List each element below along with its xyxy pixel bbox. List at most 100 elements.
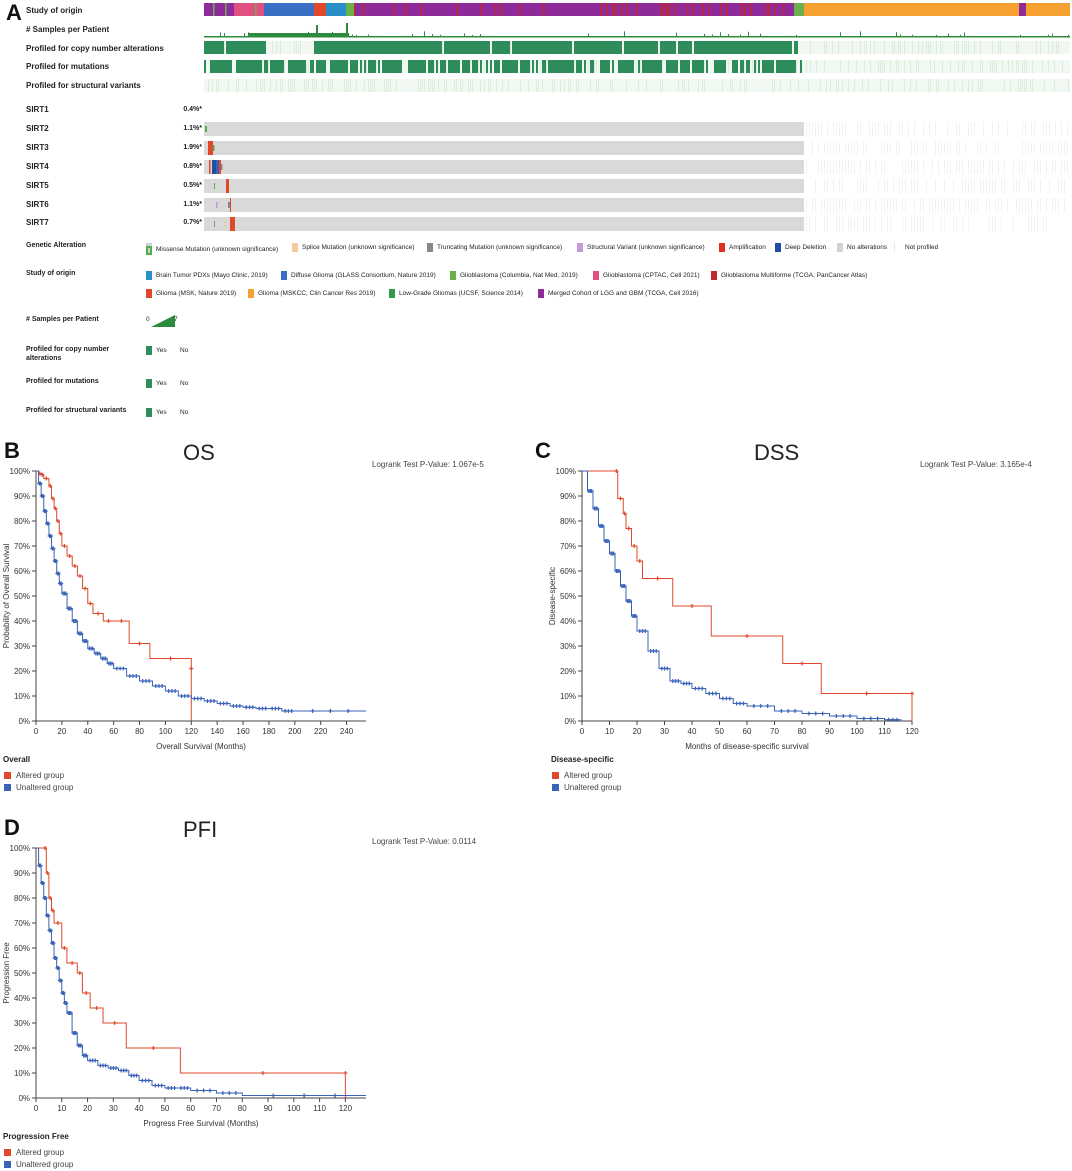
profiled-cell [376,41,378,54]
profiled-cell [490,60,492,73]
not-profiled-tick [1016,198,1017,212]
not-profiled-tick [944,141,945,155]
track-tick [1048,41,1049,54]
profiled-cell [436,60,438,73]
profiled-cell [480,60,482,73]
track-tick [772,79,773,92]
not-profiled-tick [845,122,846,136]
profiled-cell [734,41,736,54]
not-profiled-tick [980,179,981,193]
not-profiled-tick [878,122,879,136]
profiled-cell [646,60,648,73]
x-axis-label: Overall Survival (Months) [156,742,246,751]
profiled-cell [676,60,678,73]
track-tick [840,60,841,73]
not-profiled-tick [941,141,942,155]
study-segment [804,3,1019,16]
track-tick [890,60,891,73]
profiled-cell [656,41,658,54]
x-tick-label: 120 [905,727,919,736]
samples-bar [1068,34,1069,36]
censor-mark [51,941,56,945]
alteration-mark [214,183,215,189]
track-tick [262,60,263,73]
profiled-cell [516,60,518,73]
alteration-mark [224,221,225,227]
track-tick [1020,79,1021,92]
not-profiled-tick [827,198,828,212]
profiled-cell [402,41,404,54]
profiled-cell [724,60,726,73]
samples-bar [346,23,348,36]
study-tick [501,3,503,16]
not-profiled-tick [878,179,879,193]
censor-mark [310,709,315,713]
not-profiled-tick [812,198,813,212]
track-tick [848,79,849,92]
profiled-cell [576,60,578,73]
not-profiled-tick [860,179,861,193]
track-tick [864,60,865,73]
profiled-cell [518,41,520,54]
not-profiled-tick [1043,122,1044,136]
not-profiled-tick [887,141,888,155]
censor-mark [110,661,115,666]
profiled-cell [564,41,566,54]
censor-mark [134,674,139,678]
not-profiled-tick [863,179,864,193]
track-tick [1056,41,1057,54]
dss-km-chart: 0%10%20%30%40%50%60%70%80%90%100%0 10 20 30… [548,467,919,751]
not-profiled-tick [1043,141,1044,155]
profiled-cell [400,41,402,54]
track-tick [972,60,973,73]
x-tick-label: 40 [135,1104,144,1113]
track-tick [990,60,991,73]
not-profiled-tick [983,179,984,193]
samples-bar [676,32,677,36]
track-tick [530,60,531,73]
gene-row-bg [204,160,804,174]
profiled-cell [418,41,420,54]
study-tick [783,3,785,16]
censor-mark [834,714,839,718]
track-tick [296,41,297,54]
profiled-cell [614,41,616,54]
unaltered-curve [36,847,366,1096]
track-tick [904,41,905,54]
censor-mark [121,666,126,671]
track-tick [832,41,833,54]
profiled-cell [784,41,786,54]
profiled-cell [606,60,608,73]
profiled-cell [660,60,662,73]
censor-mark [765,704,770,708]
legend-study-title: Study of origin [26,270,76,277]
censor-mark [632,544,637,548]
not-profiled-tick [845,160,846,174]
samples-block [249,33,349,38]
track-label-sv: Profiled for structural variants [26,81,141,90]
x-tick-label: 10 [605,727,614,736]
censor-mark [77,971,82,975]
y-tick-label: 60% [14,567,30,576]
y-tick-label: 50% [14,592,30,601]
profiled-cell [470,41,472,54]
profiled-cell [532,60,534,73]
not-profiled-tick [956,141,957,155]
study-segment [794,3,804,16]
profiled-cell [404,41,406,54]
track-tick [982,60,983,73]
not-profiled-tick [950,160,951,174]
track-tick [980,79,981,92]
track-tick [370,79,371,92]
censor-mark [211,699,216,703]
profiled-cell [370,41,372,54]
legend-amplification: Amplification [719,243,766,252]
not-profiled-tick [974,160,975,174]
not-profiled-tick [875,160,876,174]
profiled-cell [392,41,394,54]
track-tick [376,60,377,73]
track-tick [646,79,647,92]
censor-mark [67,554,72,558]
profiled-cell [566,41,568,54]
y-tick-label: 50% [14,969,30,978]
